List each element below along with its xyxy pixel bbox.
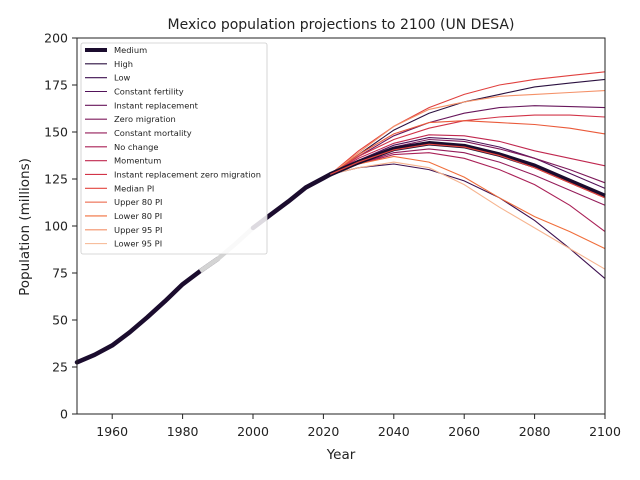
y-tick-label: 25 xyxy=(52,360,68,375)
legend-box xyxy=(80,42,268,255)
series-line xyxy=(330,163,606,280)
y-tick-label: 200 xyxy=(44,31,68,46)
axis-ticks: 1960 1980 2000 2020 2040 2060 2080 2100 0 25 50 75 1… xyxy=(44,31,621,440)
y-tick-label: 100 xyxy=(44,219,68,234)
legend-label: High xyxy=(114,59,133,69)
x-tick-label: 2100 xyxy=(589,424,621,439)
x-tick-label: 1960 xyxy=(96,424,128,439)
legend-label: Lower 80 PI xyxy=(114,211,162,221)
x-tick-label: 2080 xyxy=(519,424,551,439)
legend-label: Median PI xyxy=(114,183,154,193)
x-tick-label: 2000 xyxy=(237,424,269,439)
series-line-median-pi xyxy=(330,143,606,199)
legend-label: Zero migration xyxy=(114,114,176,124)
x-axis-label: Year xyxy=(326,447,356,463)
y-axis-label: Population (millions) xyxy=(17,158,33,296)
legend-label: Instant replacement xyxy=(114,100,199,110)
historical-line-segment xyxy=(250,172,333,231)
legend-label: Constant fertility xyxy=(114,86,184,96)
x-tick-label: 2060 xyxy=(448,424,480,439)
legend-label: No change xyxy=(114,142,158,152)
series-line xyxy=(330,161,606,270)
x-tick-label: 2040 xyxy=(378,424,410,439)
y-tick-label: 75 xyxy=(52,266,68,281)
legend-label: Low xyxy=(114,73,131,83)
y-tick-label: 50 xyxy=(52,313,68,328)
legend-label: Constant mortality xyxy=(114,128,192,138)
historical-line xyxy=(74,256,221,365)
series-line xyxy=(330,134,606,175)
x-tick-label: 2020 xyxy=(307,424,339,439)
chart-title: Mexico population projections to 2100 (U… xyxy=(168,17,515,33)
legend-label: Upper 80 PI xyxy=(114,197,162,207)
y-tick-label: 175 xyxy=(44,78,68,93)
legend-label: Medium xyxy=(114,45,147,55)
legend: Medium High Low Constant fertility Instant r… xyxy=(80,42,268,255)
x-tick-label: 1980 xyxy=(167,424,199,439)
series-line xyxy=(330,71,606,175)
legend-label: Upper 95 PI xyxy=(114,225,162,235)
series-line xyxy=(330,90,606,175)
plot-frame xyxy=(76,37,606,415)
series-line xyxy=(330,155,606,250)
plot-area xyxy=(74,71,606,365)
y-tick-label: 0 xyxy=(60,407,68,422)
y-tick-label: 150 xyxy=(44,125,68,140)
series-line xyxy=(330,137,606,189)
y-tick-label: 125 xyxy=(44,172,68,187)
series-line xyxy=(330,120,606,175)
legend-label: Lower 95 PI xyxy=(114,239,162,249)
series-line xyxy=(330,105,606,175)
series-line xyxy=(330,148,606,206)
series-line xyxy=(330,152,606,233)
legend-label: Momentum xyxy=(114,156,161,166)
legend-label: Instant replacement zero migration xyxy=(114,169,261,179)
